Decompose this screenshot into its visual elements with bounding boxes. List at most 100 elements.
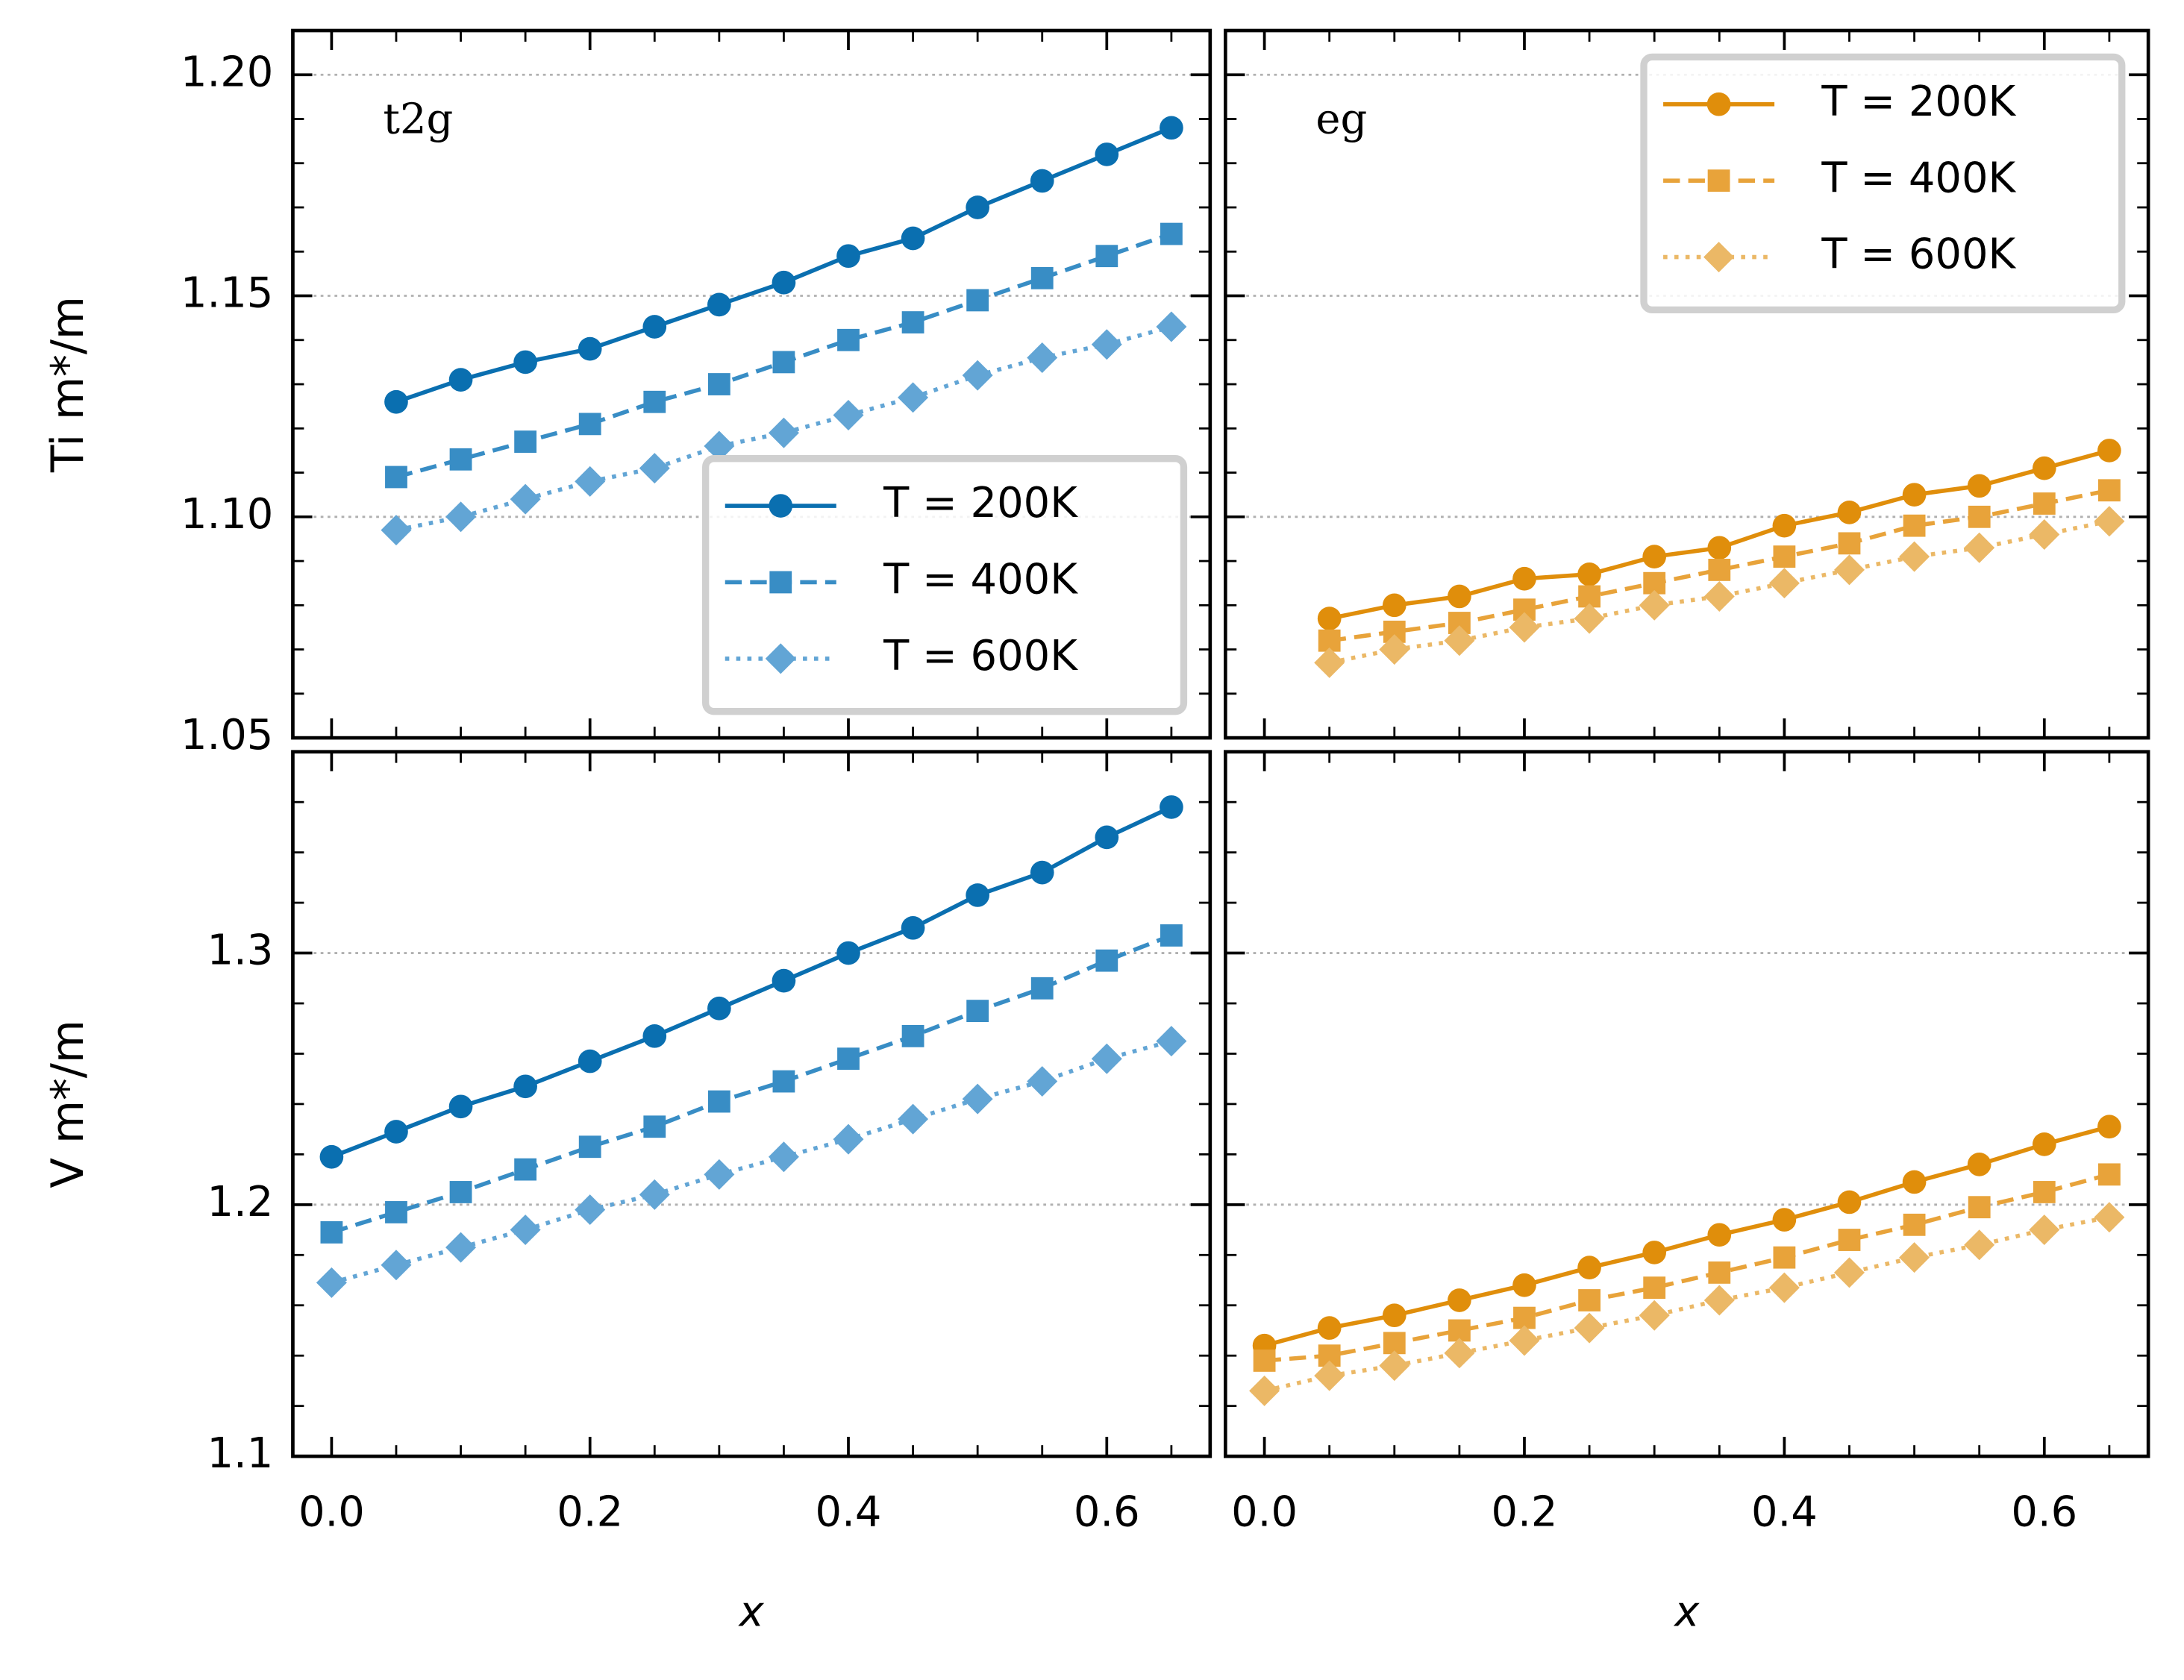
marker	[707, 292, 731, 317]
marker	[1574, 603, 1605, 634]
marker	[510, 483, 541, 515]
x-tick-label: 0.2	[1492, 1488, 1558, 1536]
marker	[768, 1141, 799, 1173]
marker	[642, 1024, 667, 1048]
marker	[966, 1000, 989, 1023]
legend: T = 200K T = 400K T = 600K	[702, 455, 1188, 715]
marker	[833, 1123, 864, 1155]
marker	[1448, 584, 1471, 609]
y-tick-label: 1.2	[207, 1178, 273, 1226]
marker	[1703, 1285, 1735, 1316]
marker	[513, 1074, 537, 1099]
marker	[1706, 92, 1731, 116]
y-axis-label: V m*/m	[43, 1020, 94, 1188]
marker	[575, 466, 606, 497]
marker	[2097, 439, 2121, 463]
marker	[1902, 483, 1927, 507]
marker	[2033, 1181, 2056, 1203]
marker	[1768, 1272, 1800, 1303]
x-axis-label: x	[738, 1588, 765, 1637]
marker	[1317, 607, 1342, 630]
marker	[836, 244, 860, 269]
marker	[1642, 1241, 1667, 1264]
panel: 1.1 1.2 1.3 0.0 0.2 0.4 0.6 V m*/m x	[43, 750, 1213, 1637]
marker	[1773, 545, 1796, 568]
marker	[578, 336, 602, 361]
marker	[513, 350, 537, 374]
marker	[2097, 479, 2121, 502]
legend-label: T = 600K	[883, 632, 1078, 680]
marker	[449, 1181, 472, 1203]
marker	[445, 1232, 477, 1263]
panel: 0.0 0.2 0.4 0.6 x	[1223, 750, 2150, 1637]
marker	[772, 270, 796, 295]
marker	[966, 883, 989, 907]
marker	[385, 466, 407, 489]
marker	[1317, 1316, 1342, 1340]
marker	[1773, 1246, 1796, 1269]
marker	[2032, 456, 2056, 480]
panel: eg T = 200K T = 400K T = 600K	[1223, 28, 2150, 740]
marker	[1512, 566, 1536, 591]
marker	[510, 1214, 541, 1246]
marker	[1574, 1312, 1605, 1344]
marker	[1707, 169, 1730, 192]
marker	[1707, 1223, 1732, 1247]
marker	[1509, 612, 1540, 643]
marker	[1708, 1261, 1731, 1284]
marker	[2097, 1163, 2121, 1186]
y-tick-label: 1.20	[181, 48, 273, 96]
marker	[707, 996, 731, 1021]
plot-frame	[291, 28, 1213, 740]
marker	[704, 1159, 735, 1190]
marker	[316, 1267, 347, 1298]
marker	[1833, 1257, 1865, 1288]
marker	[966, 195, 989, 219]
marker	[639, 453, 670, 484]
marker	[1156, 311, 1187, 342]
marker	[1643, 1276, 1666, 1300]
marker	[319, 1144, 344, 1169]
marker	[1160, 222, 1183, 245]
y-tick-label: 1.10	[181, 490, 273, 539]
x-tick-label: 0.6	[1074, 1488, 1140, 1536]
y-tick-label: 1.15	[181, 269, 273, 318]
marker	[1160, 116, 1183, 140]
series-line	[1264, 1172, 2110, 1363]
marker	[901, 311, 924, 333]
marker	[901, 226, 925, 251]
marker	[643, 1115, 666, 1138]
marker	[1160, 924, 1183, 947]
legend: T = 200K T = 400K T = 600K	[1640, 53, 2126, 314]
marker	[1253, 1350, 1276, 1372]
marker	[769, 494, 793, 518]
marker	[1708, 559, 1731, 581]
marker	[898, 382, 929, 413]
x-tick-label: 0.4	[816, 1488, 882, 1536]
marker	[448, 1094, 473, 1119]
marker	[1095, 245, 1118, 268]
marker	[381, 1250, 412, 1281]
x-tick-label: 0.0	[298, 1488, 365, 1536]
marker	[575, 1194, 606, 1226]
marker	[1577, 1256, 1601, 1279]
marker	[1444, 1338, 1475, 1369]
marker	[1967, 474, 1991, 498]
marker	[772, 1070, 795, 1093]
annotation: eg	[1315, 95, 1367, 143]
marker	[1903, 1213, 1926, 1236]
marker	[1578, 1289, 1601, 1311]
marker	[381, 515, 412, 546]
marker	[1967, 1153, 1991, 1176]
marker	[1027, 1066, 1058, 1097]
marker	[1899, 541, 1930, 572]
marker	[1903, 514, 1926, 537]
marker	[1639, 589, 1670, 621]
marker	[1772, 1208, 1797, 1232]
marker	[1448, 1288, 1471, 1312]
marker	[643, 390, 666, 413]
marker	[1577, 562, 1601, 586]
marker	[1703, 580, 1735, 612]
marker	[1030, 266, 1054, 289]
marker	[1837, 1190, 1862, 1214]
